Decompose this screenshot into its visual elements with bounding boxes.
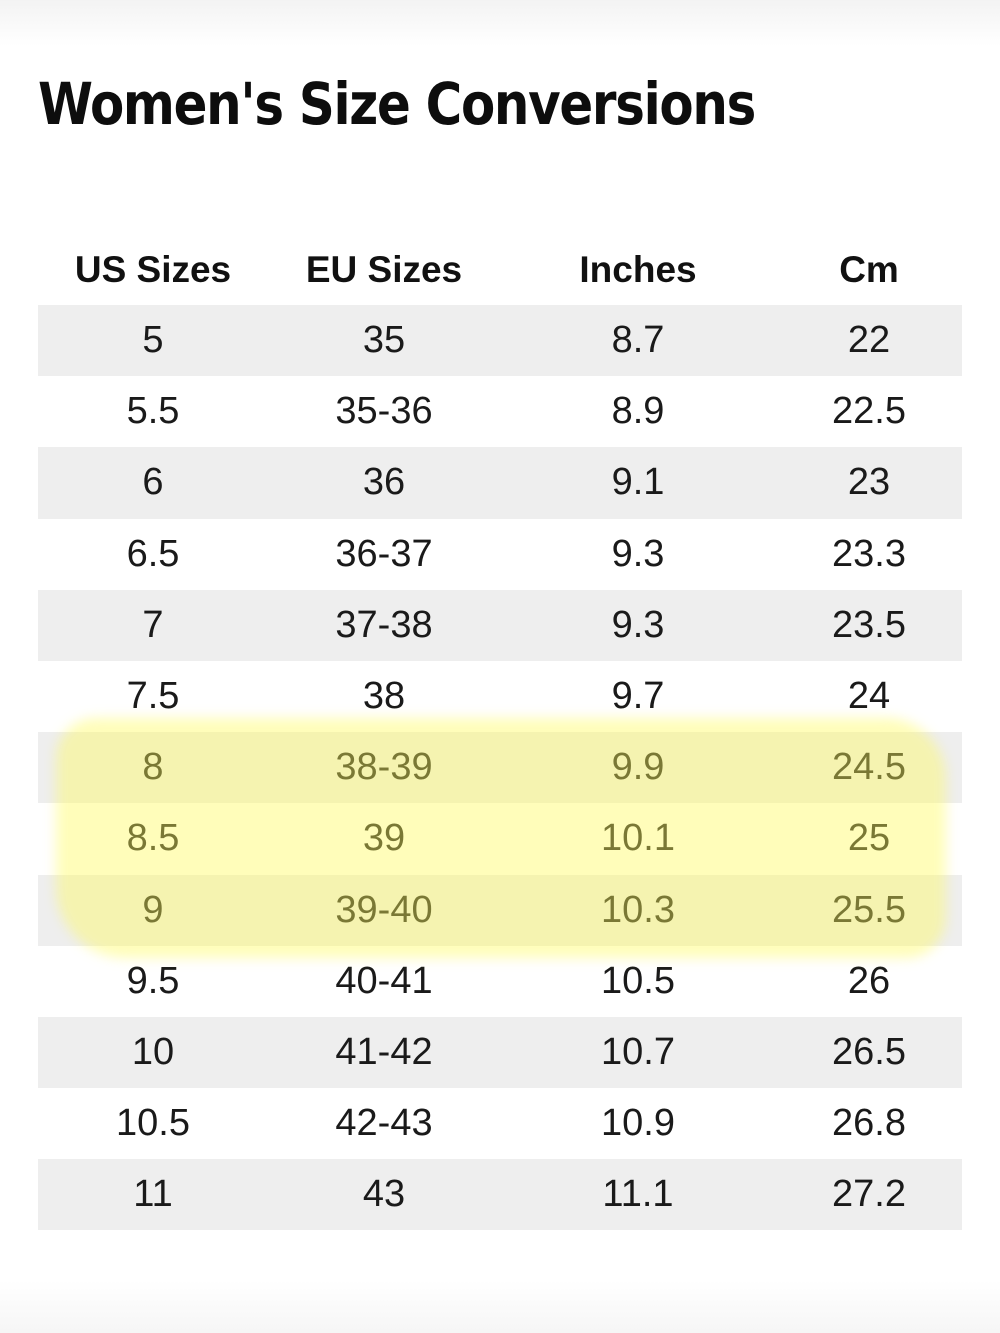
cell-inches: 9.3 — [611, 603, 665, 646]
cell-us: 7 — [142, 603, 164, 646]
cell-cm: 23.5 — [832, 603, 906, 646]
cell-cm: 24.5 — [832, 746, 906, 789]
cell-inches: 10.1 — [601, 817, 675, 860]
cell-eu: 41-42 — [335, 1030, 433, 1073]
cell-us: 9.5 — [126, 959, 180, 1002]
cell-us: 7.5 — [126, 675, 180, 718]
table-row: 9 39-40 10.3 25.5 — [38, 874, 962, 946]
cell-eu: 35 — [362, 319, 406, 362]
table-row: 6.5 36-37 9.3 23.3 — [38, 519, 962, 590]
cell-cm: 26 — [847, 959, 891, 1002]
page-title: Women's Size Conversions — [38, 70, 756, 138]
cell-eu: 38 — [362, 675, 406, 718]
size-conversion-table: US Sizes EU Sizes Inches Cm 5 35 8.7 22 … — [38, 234, 962, 1231]
table-row: 8.5 39 10.1 25 — [38, 803, 962, 874]
cell-us: 10.5 — [116, 1102, 190, 1145]
cell-eu: 38-39 — [335, 746, 433, 789]
cell-cm: 26.8 — [832, 1102, 906, 1145]
cell-us: 11 — [133, 1173, 173, 1216]
cell-inches: 11.1 — [602, 1173, 674, 1216]
cell-cm: 22 — [847, 319, 891, 362]
cell-eu: 42-43 — [335, 1102, 433, 1145]
table-row: 7.5 38 9.7 24 — [38, 661, 962, 732]
cell-inches: 10.9 — [601, 1102, 675, 1145]
table-row: 6 36 9.1 23 — [38, 447, 962, 519]
header-cm: Cm — [839, 248, 899, 290]
cell-inches: 9.7 — [611, 675, 665, 718]
cell-us: 8 — [142, 746, 164, 789]
cell-us: 6 — [142, 461, 164, 504]
table-row: 5 35 8.7 22 — [38, 305, 962, 377]
cell-inches: 9.1 — [611, 461, 665, 504]
cell-eu: 36 — [362, 461, 406, 504]
header-eu-sizes: EU Sizes — [305, 248, 463, 290]
table-header-row: US Sizes EU Sizes Inches Cm — [38, 234, 962, 305]
cell-eu: 39-40 — [335, 888, 433, 931]
cell-us: 10 — [131, 1030, 175, 1073]
cell-us: 5.5 — [126, 390, 180, 433]
cell-cm: 22.5 — [832, 390, 906, 433]
cell-eu: 40-41 — [335, 959, 433, 1002]
cell-us: 9 — [142, 888, 164, 931]
cell-cm: 25 — [847, 817, 891, 860]
cell-cm: 25.5 — [832, 888, 906, 931]
cell-us: 5 — [142, 319, 164, 362]
table-row: 9.5 40-41 10.5 26 — [38, 946, 962, 1017]
cell-cm: 27.2 — [832, 1173, 906, 1216]
cell-inches: 10.7 — [601, 1030, 675, 1073]
cell-eu: 35-36 — [335, 390, 433, 433]
table-row: 7 37-38 9.3 23.5 — [38, 589, 962, 661]
cell-inches: 9.9 — [611, 746, 665, 789]
table-row: 10 41-42 10.7 26.5 — [38, 1016, 962, 1089]
cell-inches: 8.9 — [611, 390, 665, 433]
table-row: 10.5 42-43 10.9 26.8 — [38, 1088, 962, 1159]
cell-inches: 9.3 — [611, 532, 665, 575]
cell-eu: 37-38 — [335, 603, 433, 646]
header-us-sizes: US Sizes — [74, 248, 232, 290]
cell-cm: 23.3 — [832, 532, 906, 575]
cell-us: 6.5 — [126, 532, 180, 575]
cell-cm: 26.5 — [832, 1030, 906, 1073]
cell-us: 8.5 — [126, 817, 180, 860]
cell-inches: 10.3 — [601, 888, 675, 931]
cell-cm: 24 — [847, 675, 891, 718]
cell-cm: 23 — [847, 461, 891, 504]
cell-eu: 36-37 — [335, 532, 433, 575]
cell-inches: 8.7 — [611, 319, 665, 362]
cell-inches: 10.5 — [601, 959, 675, 1002]
cell-eu: 39 — [362, 817, 406, 860]
table-row: 8 38-39 9.9 24.5 — [38, 732, 962, 804]
table-row: 11 43 11.1 27.2 — [38, 1159, 962, 1231]
table-row: 5.5 35-36 8.9 22.5 — [38, 376, 962, 447]
cell-eu: 43 — [362, 1173, 406, 1216]
header-inches: Inches — [579, 248, 697, 290]
